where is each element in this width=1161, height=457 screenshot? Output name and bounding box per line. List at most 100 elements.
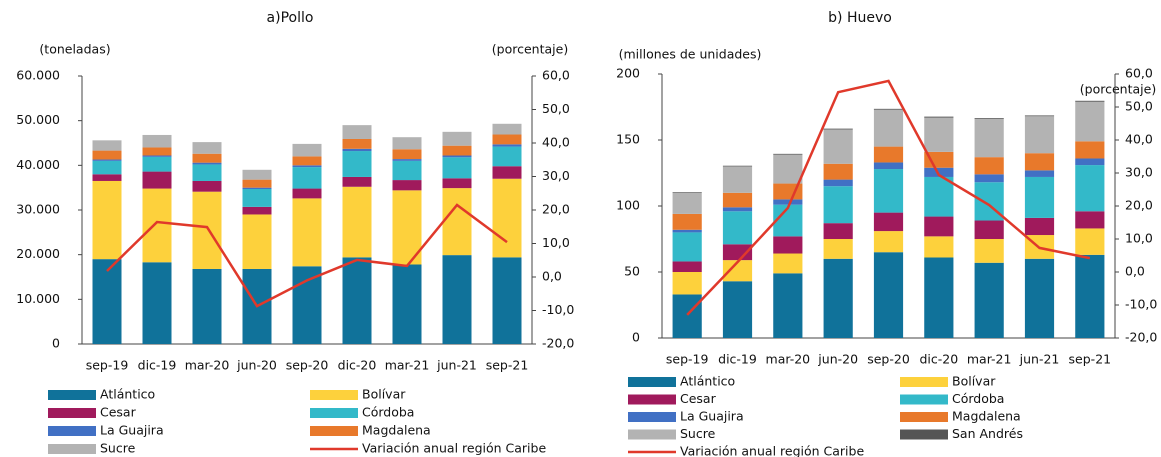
y2-tick-label: 20,0: [542, 202, 570, 217]
bar-segment: [492, 123, 522, 135]
bar-segment: [492, 166, 522, 179]
legend-label: Atlántico: [680, 374, 735, 389]
y-tick-label: 0: [52, 336, 60, 351]
bar-segment: [672, 272, 702, 295]
y2-tick-label: 40,0: [542, 135, 570, 150]
bar-segment: [92, 159, 122, 161]
bar-segment: [292, 167, 322, 189]
bar-segment: [823, 129, 853, 164]
bar-segment: [292, 143, 322, 157]
legend-label: Córdoba: [952, 391, 1004, 406]
bar-segment: [1075, 165, 1105, 212]
bar-segment: [442, 178, 472, 189]
y2-tick-label: 10,0: [1125, 231, 1153, 246]
chart-title: a)Pollo: [267, 10, 314, 26]
legend-label: Magdalena: [362, 423, 431, 438]
bar-segment: [974, 157, 1004, 175]
bar-segment: [722, 211, 753, 245]
bar-segment: [292, 165, 322, 168]
bar-segment: [192, 268, 222, 344]
legend-label: Variación anual región Caribe: [680, 444, 864, 457]
legend-label: Variación anual región Caribe: [362, 441, 546, 456]
bar-segment: [442, 157, 472, 179]
bar-segment: [722, 207, 753, 212]
y-tick-label: 40.000: [16, 157, 60, 172]
bar-segment: [773, 273, 803, 338]
x-tick-label: mar-20: [766, 352, 811, 367]
bar-segment: [722, 165, 753, 167]
y2-axis-label: (porcentaje): [492, 42, 568, 57]
bar-segment: [242, 214, 272, 269]
bar-segment: [342, 176, 372, 187]
x-tick-label: sep-19: [666, 352, 709, 367]
bar-segment: [873, 252, 904, 338]
y2-tick-label: 0,0: [1125, 264, 1145, 279]
bar-segment: [192, 180, 222, 192]
x-tick-label: dic-19: [718, 352, 757, 367]
bar-segment: [392, 264, 422, 344]
x-tick-label: mar-21: [385, 358, 430, 373]
legend-swatch: [310, 390, 358, 400]
y2-tick-label: 20,0: [1125, 198, 1153, 213]
bar-segment: [192, 142, 222, 154]
y-tick-label: 20.000: [16, 246, 60, 261]
bar-segment: [924, 257, 954, 338]
bar-segment: [672, 192, 702, 193]
legend-swatch: [900, 377, 948, 387]
bar-segment: [773, 153, 803, 155]
bar-segment: [442, 188, 472, 256]
legend-label: Cesar: [680, 391, 717, 406]
legend-label: Sucre: [100, 441, 136, 456]
x-tick-label: jun-21: [436, 358, 477, 373]
x-tick-label: sep-21: [486, 358, 529, 373]
bar-segment: [1024, 153, 1055, 171]
bar-segment: [242, 169, 272, 180]
bar-segment: [242, 187, 272, 190]
bar-segment: [823, 239, 853, 259]
bar-segment: [974, 118, 1004, 119]
bar-segment: [924, 236, 954, 258]
legend-swatch: [310, 408, 358, 418]
y-axis-label: (millones de unidades): [619, 47, 762, 62]
bar-segment: [142, 134, 172, 148]
bar-segment: [342, 148, 372, 152]
bar-segment: [92, 160, 122, 175]
bar-segment: [92, 180, 122, 260]
y-tick-label: 50.000: [16, 112, 60, 127]
legend-swatch: [628, 412, 676, 422]
bar-segment: [974, 220, 1004, 239]
bar-segment: [92, 174, 122, 181]
y-tick-label: 150: [616, 132, 640, 147]
bar-segment: [92, 259, 122, 344]
bar-segment: [1075, 158, 1105, 166]
bar-segment: [392, 180, 422, 191]
bar-segment: [672, 192, 702, 214]
y2-axis-label: (porcentaje): [1080, 82, 1156, 97]
bar-segment: [722, 281, 753, 338]
bar-segment: [773, 183, 803, 200]
bar-segment: [392, 160, 422, 181]
bar-segment: [773, 236, 803, 254]
bar-segment: [672, 229, 702, 233]
legend-label: Cesar: [100, 405, 137, 420]
x-tick-label: sep-19: [86, 358, 129, 373]
bar-segment: [142, 155, 172, 157]
bar-segment: [722, 166, 753, 193]
y-tick-label: 10.000: [16, 291, 60, 306]
bar-segment: [292, 156, 322, 166]
bar-segment: [142, 156, 172, 172]
bar-segment: [392, 159, 422, 161]
bar-segment: [342, 257, 372, 344]
x-tick-label: sep-20: [867, 352, 910, 367]
bar-segment: [722, 192, 753, 208]
bar-segment: [1075, 141, 1105, 159]
bar-segment: [242, 179, 272, 188]
y2-tick-label: -10,0: [1125, 297, 1157, 312]
bar-segment: [873, 109, 904, 147]
bar-segment: [1024, 116, 1055, 154]
y2-tick-label: 0,0: [542, 269, 562, 284]
legend-swatch: [628, 394, 676, 405]
bar-segment: [492, 146, 522, 167]
legend-swatch: [900, 394, 948, 405]
